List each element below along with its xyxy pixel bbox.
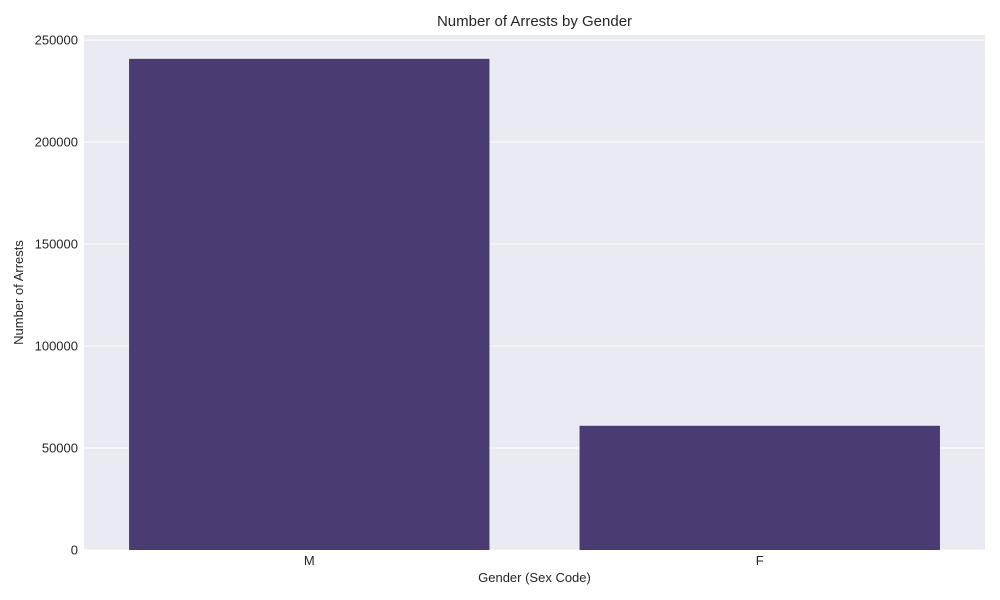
bar-m bbox=[129, 58, 490, 550]
x-tick-label: F bbox=[756, 553, 764, 568]
y-tick-label: 150000 bbox=[35, 237, 78, 252]
chart-title: Number of Arrests by Gender bbox=[437, 13, 632, 30]
x-tick-label: M bbox=[304, 553, 315, 568]
y-tick-label: 250000 bbox=[35, 33, 78, 48]
y-tick-label: 100000 bbox=[35, 339, 78, 354]
bars bbox=[129, 58, 940, 550]
x-axis-label: Gender (Sex Code) bbox=[478, 570, 591, 585]
y-tick-label: 50000 bbox=[42, 441, 78, 456]
y-axis-ticks: 0 50000 100000 150000 200000 250000 bbox=[35, 33, 78, 558]
bar-f bbox=[579, 425, 940, 550]
y-tick-label: 0 bbox=[71, 543, 78, 558]
y-axis-label: Number of Arrests bbox=[11, 240, 26, 345]
y-tick-label: 200000 bbox=[35, 135, 78, 150]
